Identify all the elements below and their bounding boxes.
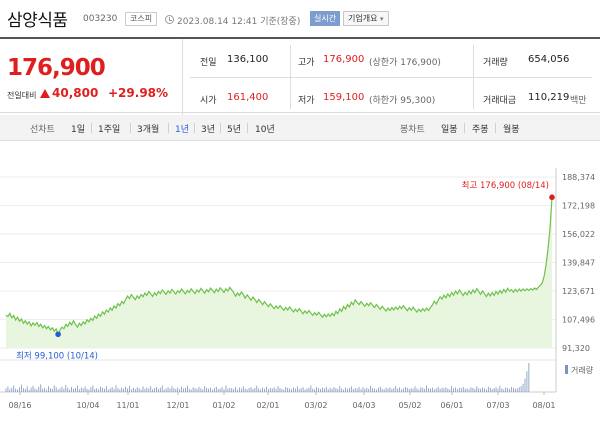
high-label: 고가 — [298, 58, 315, 68]
prev-close-value: 136,100 — [227, 54, 269, 65]
x-tick-label: 01/02 — [212, 401, 235, 410]
high-value: 176,900 — [323, 54, 365, 65]
divider — [220, 123, 221, 133]
clock-icon — [165, 15, 174, 24]
price-chart[interactable]: 188,374 172,198 156,022 139,847 123,671 107,4… — [0, 148, 600, 423]
realtime-button[interactable]: 실시간 — [310, 11, 341, 26]
y-tick-label: 91,320 — [562, 344, 590, 353]
x-tick-label: 10/04 — [76, 401, 99, 410]
tab-candle-monthly[interactable]: 월봉 — [503, 125, 520, 135]
y-axis-labels: 188,374 172,198 156,022 139,847 123,671 107,4… — [562, 173, 595, 353]
volume-label: 거래량 — [483, 58, 508, 68]
chart-tabs-bar: 선차트 1일 1주일 3개월 1년 3년 5년 10년 봉차트 일봉 주봉 월봉 — [0, 115, 600, 141]
tab-period-3m[interactable]: 3개월 — [137, 125, 160, 135]
price-area — [6, 197, 552, 348]
quote-datetime: 2023.08.14 12:41 기준(장중) — [177, 17, 301, 27]
price-line — [5, 197, 553, 336]
volume-legend: 거래량 — [571, 365, 594, 375]
y-tick-label: 123,671 — [562, 287, 595, 296]
upper-limit: (상한가 176,900) — [369, 58, 441, 68]
stock-name: 삼양식품 — [7, 11, 68, 31]
tab-period-10y[interactable]: 10년 — [255, 125, 275, 135]
low-label: 저가 — [298, 96, 315, 106]
volume-legend-swatch — [565, 365, 568, 374]
divider — [91, 123, 92, 133]
chart-markers: 최고 176,900 (08/14) 최저 99,100 (10/14) — [16, 180, 555, 361]
y-tick-label: 188,374 — [562, 173, 595, 182]
divider — [168, 123, 169, 133]
x-axis-labels: 08/16 10/04 11/01 12/01 01/02 02/01 03/02 04/03… — [8, 392, 556, 410]
x-tick-label: 08/16 — [8, 401, 31, 410]
trade-amount-unit: 백만 — [570, 96, 587, 106]
x-tick-label: 05/02 — [398, 401, 421, 410]
tab-period-5y[interactable]: 5년 — [227, 125, 242, 135]
up-arrow-icon — [40, 89, 50, 98]
current-price: 176,900 — [7, 55, 106, 81]
divider — [464, 123, 465, 133]
company-overview-label: 기업개요 — [348, 14, 378, 23]
x-tick-label: 03/02 — [304, 401, 327, 410]
y-tick-label: 156,022 — [562, 230, 595, 239]
divider — [130, 123, 131, 133]
tab-candle-daily[interactable]: 일봉 — [441, 125, 458, 135]
tab-period-1d[interactable]: 1일 — [71, 125, 86, 135]
x-tick-label: 08/01 — [532, 401, 555, 410]
divider — [194, 123, 195, 133]
divider — [190, 77, 592, 78]
tab-period-1y[interactable]: 1년 — [175, 125, 190, 135]
divider — [495, 123, 496, 133]
change-label: 전일대비 — [7, 91, 37, 100]
low-annotation: 최저 99,100 (10/14) — [16, 350, 98, 361]
tab-candle-weekly[interactable]: 주봉 — [472, 125, 489, 135]
y-tick-label: 172,198 — [562, 202, 595, 211]
price-change: 40,800 — [52, 86, 99, 100]
y-tick-label: 107,496 — [562, 315, 595, 324]
x-tick-label: 06/01 — [440, 401, 463, 410]
high-marker — [549, 194, 555, 201]
market-badge: 코스피 — [125, 12, 158, 26]
x-tick-label: 04/03 — [352, 401, 375, 410]
price-panel: 176,900 전일대비 40,800 +29.98% 전일 136,100 고… — [0, 37, 600, 115]
divider — [182, 39, 183, 115]
volume-bars: 거래량 — [5, 363, 594, 392]
open-label: 시가 — [200, 96, 217, 106]
price-change-rate: +29.98% — [108, 86, 169, 100]
x-tick-label: 02/01 — [256, 401, 279, 410]
chevron-down-icon: ▾ — [380, 15, 384, 23]
lower-limit: (하한가 95,300) — [369, 96, 436, 106]
open-value: 161,400 — [227, 92, 269, 103]
tab-period-1w[interactable]: 1주일 — [98, 125, 121, 135]
y-tick-label: 139,847 — [562, 259, 595, 268]
line-chart-label: 선차트 — [30, 125, 55, 135]
tab-period-3y[interactable]: 3년 — [201, 125, 216, 135]
candle-chart-label: 봉차트 — [400, 125, 425, 135]
low-value: 159,100 — [323, 92, 365, 103]
company-overview-dropdown[interactable]: 기업개요 ▾ — [343, 11, 389, 26]
x-tick-label: 07/03 — [486, 401, 509, 410]
high-annotation: 최고 176,900 (08/14) — [462, 180, 549, 191]
stock-header: 삼양식품 003230 코스피 2023.08.14 12:41 기준(장중) … — [0, 0, 600, 34]
divider — [247, 123, 248, 133]
x-tick-label: 12/01 — [166, 401, 189, 410]
x-tick-label: 11/01 — [116, 401, 139, 410]
prev-close-label: 전일 — [200, 58, 217, 68]
low-marker — [55, 331, 61, 338]
trade-amount-value: 110,219 — [528, 92, 570, 103]
stock-code: 003230 — [83, 14, 118, 24]
trade-amount-label: 거래대금 — [483, 96, 517, 106]
volume-value: 654,056 — [528, 54, 570, 65]
